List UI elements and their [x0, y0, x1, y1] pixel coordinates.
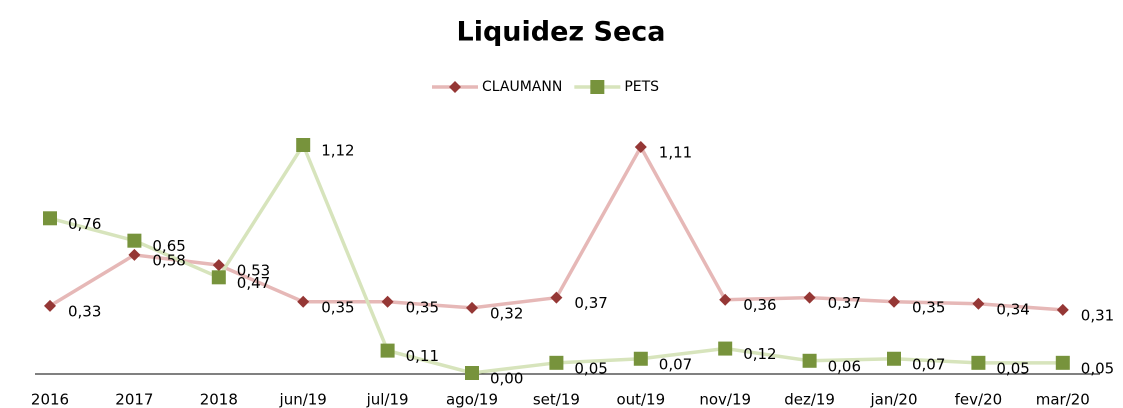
data-point: [549, 355, 564, 370]
data-point: [381, 295, 394, 308]
x-tick-label: jun/19: [279, 391, 327, 408]
data-point: [297, 295, 310, 308]
data-label: 0,36: [743, 296, 776, 314]
data-point: [888, 295, 900, 308]
data-label: 0,37: [828, 294, 861, 312]
x-tick-label: dez/19: [784, 391, 835, 408]
data-point: [887, 351, 901, 366]
data-point: [1056, 303, 1069, 316]
data-label: 0,05: [574, 359, 607, 377]
x-tick-label: jul/19: [366, 391, 409, 408]
data-point: [44, 299, 56, 312]
data-point: [43, 211, 57, 226]
x-tick-label: set/19: [533, 391, 580, 408]
data-point: [634, 141, 647, 154]
legend-label: PETS: [624, 79, 659, 95]
data-label: 0,35: [912, 298, 945, 316]
data-label: 0,58: [152, 251, 185, 269]
x-tick-label: 2017: [115, 391, 153, 408]
data-label: 0,34: [996, 300, 1029, 318]
data-point: [802, 353, 817, 368]
data-label: 0,07: [912, 355, 945, 373]
data-label: 0,07: [659, 355, 692, 373]
x-tick-label: 2016: [31, 391, 69, 408]
legend-label: CLAUMANN: [482, 79, 562, 95]
data-label: 1,11: [659, 144, 692, 162]
series-line: [49, 141, 1063, 375]
data-point: [633, 351, 648, 366]
data-label: 0,37: [574, 294, 607, 312]
data-point: [466, 301, 478, 314]
data-point: [803, 291, 816, 304]
data-point: [550, 291, 563, 304]
data-label: 0,47: [237, 274, 270, 292]
data-point: [718, 341, 733, 356]
x-tick-label: jan/20: [869, 391, 917, 408]
data-label: 0,65: [152, 237, 185, 255]
data-label: 0,11: [406, 347, 439, 365]
legend-marker: [449, 81, 461, 93]
data-point: [127, 233, 142, 248]
data-point: [211, 270, 226, 285]
data-label: 0,12: [743, 345, 776, 363]
series-line: [49, 143, 1063, 312]
data-label: 0,35: [321, 298, 354, 316]
x-tick-label: 2018: [200, 391, 238, 408]
data-label: 0,33: [68, 302, 101, 320]
data-point: [719, 293, 732, 306]
data-label: 0,53: [237, 262, 270, 280]
x-tick-label: nov/19: [699, 391, 751, 408]
data-label: 0,06: [828, 357, 861, 375]
data-point: [465, 366, 479, 380]
legend-marker: [590, 80, 605, 94]
x-tick-label: out/19: [616, 391, 665, 408]
x-tick-label: fev/20: [955, 391, 1003, 408]
data-label: 0,76: [68, 215, 101, 233]
data-label: 0,31: [1081, 306, 1114, 324]
data-point: [971, 355, 986, 370]
data-label: 0,35: [406, 298, 439, 316]
data-label: 0,05: [1081, 359, 1114, 377]
data-point: [128, 248, 141, 261]
data-label: 1,12: [321, 142, 354, 160]
data-point: [972, 297, 985, 310]
chart-title: Liquidez Seca: [457, 17, 666, 48]
data-label: 0,00: [490, 370, 523, 388]
x-tick-label: mar/20: [1036, 391, 1090, 408]
x-tick-label: ago/19: [446, 391, 498, 408]
data-point: [380, 343, 395, 358]
data-label: 0,32: [490, 304, 523, 322]
data-point: [296, 138, 311, 152]
data-point: [1055, 355, 1070, 370]
data-label: 0,05: [996, 359, 1029, 377]
data-point: [212, 259, 225, 272]
